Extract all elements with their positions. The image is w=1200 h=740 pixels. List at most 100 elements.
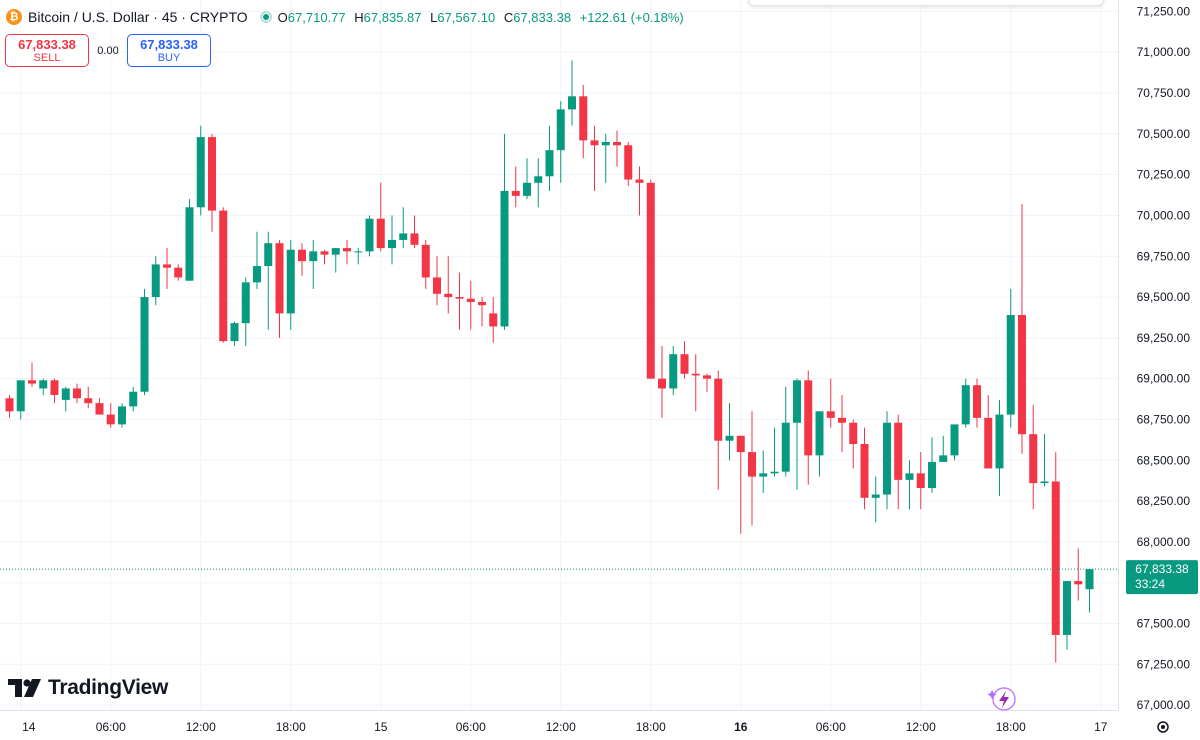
candle-body[interactable] — [984, 417, 993, 469]
candle-body[interactable] — [601, 142, 610, 146]
candle-body[interactable] — [61, 388, 70, 400]
candle-body[interactable] — [590, 140, 599, 146]
lightning-icon[interactable] — [999, 691, 1009, 708]
candle-body[interactable] — [151, 264, 160, 298]
candle-body[interactable] — [568, 96, 576, 110]
candle-body[interactable] — [928, 461, 936, 489]
candle-body[interactable] — [73, 388, 81, 399]
candle-body[interactable] — [5, 398, 14, 412]
candle-body[interactable] — [84, 398, 93, 404]
candle-body[interactable] — [1074, 581, 1083, 585]
candle-body[interactable] — [500, 190, 509, 327]
candle-body[interactable] — [39, 380, 48, 389]
candle-body[interactable] — [1018, 315, 1026, 435]
candle-body[interactable] — [725, 435, 734, 441]
candle-body[interactable] — [995, 414, 1004, 469]
candle-body[interactable] — [939, 455, 948, 462]
candle-body[interactable] — [815, 411, 824, 456]
candle-body[interactable] — [658, 378, 666, 389]
candle-body[interactable] — [646, 182, 655, 379]
candle-body[interactable] — [545, 150, 554, 177]
gear-icon[interactable] — [1157, 721, 1169, 733]
candle-body[interactable] — [680, 354, 689, 374]
candle-body[interactable] — [95, 403, 104, 415]
candle-body[interactable] — [635, 179, 644, 183]
candle-body[interactable] — [1040, 481, 1049, 484]
candle-body[interactable] — [410, 233, 419, 245]
candle-body[interactable] — [905, 473, 914, 480]
candle-body[interactable] — [376, 218, 385, 249]
candle-body[interactable] — [556, 109, 565, 151]
candle-body[interactable] — [511, 190, 520, 196]
candle-body[interactable] — [230, 323, 239, 342]
candle-body[interactable] — [478, 301, 486, 306]
symbol-title[interactable]: Bitcoin / U.S. Dollar · 45 · CRYPTO — [28, 9, 248, 25]
candle-body[interactable] — [433, 277, 441, 294]
candle-body[interactable] — [174, 267, 183, 278]
candle-body[interactable] — [163, 264, 171, 268]
candle-body[interactable] — [669, 354, 678, 389]
candle-body[interactable] — [849, 422, 858, 444]
candle-body[interactable] — [388, 239, 396, 249]
candle-body[interactable] — [950, 424, 959, 456]
candle-body[interactable] — [703, 375, 711, 379]
candle-body[interactable] — [320, 251, 329, 255]
candle-body[interactable] — [613, 142, 621, 146]
candle-body[interactable] — [838, 417, 846, 423]
candle-body[interactable] — [298, 249, 306, 262]
candle-body[interactable] — [275, 243, 284, 314]
candle-body[interactable] — [579, 96, 588, 141]
candle-body[interactable] — [28, 380, 36, 384]
candle-body[interactable] — [894, 422, 903, 480]
candle-body[interactable] — [343, 248, 351, 252]
buy-button[interactable]: 67,833.38 BUY — [127, 34, 211, 67]
candle-body[interactable] — [253, 266, 261, 283]
candle-body[interactable] — [50, 380, 59, 395]
candle-body[interactable] — [793, 380, 801, 423]
candle-body[interactable] — [106, 414, 115, 425]
candle-body[interactable] — [196, 137, 205, 208]
candle-body[interactable] — [331, 248, 340, 255]
candle-body[interactable] — [883, 422, 891, 495]
candle-body[interactable] — [860, 443, 869, 498]
candle-body[interactable] — [624, 145, 633, 180]
candle-body[interactable] — [759, 473, 768, 477]
candle-body[interactable] — [826, 411, 835, 418]
candle-body[interactable] — [916, 473, 925, 489]
candle-body[interactable] — [534, 176, 543, 183]
candle-body[interactable] — [489, 313, 498, 327]
candle-body[interactable] — [309, 251, 318, 262]
candle-body[interactable] — [264, 243, 273, 267]
candle-body[interactable] — [365, 218, 374, 252]
candle-body[interactable] — [1085, 569, 1094, 590]
candle-body[interactable] — [748, 452, 756, 477]
candle-body[interactable] — [1006, 315, 1015, 415]
candle-body[interactable] — [444, 293, 453, 298]
candle-body[interactable] — [1051, 481, 1060, 635]
candle-body[interactable] — [286, 249, 295, 314]
sell-button[interactable]: 67,833.38 SELL — [5, 34, 89, 67]
candle-body[interactable] — [871, 494, 880, 498]
candle-body[interactable] — [1029, 434, 1038, 484]
candle-body[interactable] — [241, 282, 250, 324]
candle-body[interactable] — [455, 297, 464, 299]
candle-body[interactable] — [399, 233, 408, 240]
candle-body[interactable] — [421, 244, 430, 278]
candle-body[interactable] — [781, 422, 790, 472]
candle-body[interactable] — [16, 380, 25, 412]
candle-body[interactable] — [523, 182, 531, 196]
candle-body[interactable] — [466, 298, 475, 302]
candle-body[interactable] — [961, 385, 970, 425]
candle-body[interactable] — [140, 297, 149, 392]
candle-body[interactable] — [118, 406, 126, 425]
candle-body[interactable] — [736, 435, 745, 453]
candle-body[interactable] — [691, 373, 700, 376]
candle-body[interactable] — [804, 380, 813, 456]
candle-body[interactable] — [208, 137, 216, 211]
candle-body[interactable] — [185, 207, 194, 281]
candle-body[interactable] — [973, 385, 981, 418]
candle-body[interactable] — [354, 251, 363, 253]
candle-body[interactable] — [714, 378, 723, 441]
candle-body[interactable] — [1063, 581, 1071, 635]
